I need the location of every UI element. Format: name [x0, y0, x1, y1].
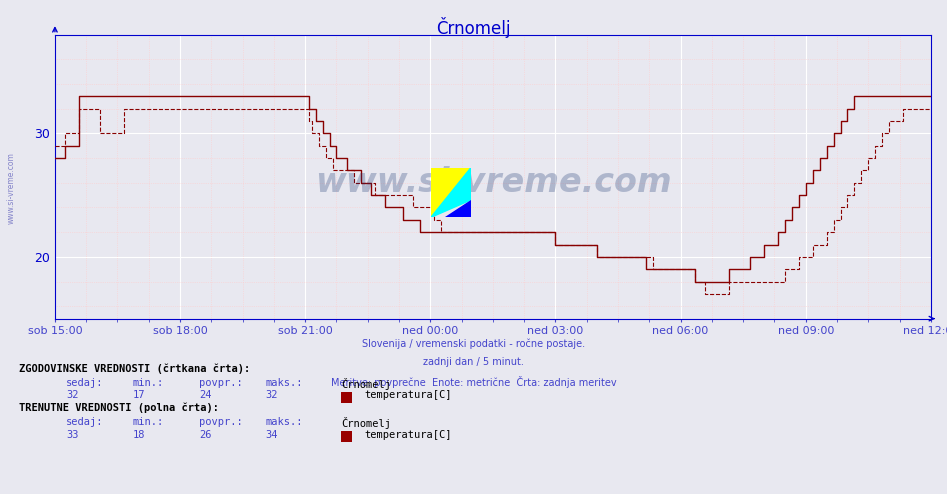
Text: 34: 34 — [265, 430, 277, 440]
Text: Črnomelj: Črnomelj — [341, 378, 391, 390]
Text: maks.:: maks.: — [265, 417, 303, 427]
Text: www.si-vreme.com: www.si-vreme.com — [314, 166, 671, 199]
Text: Meritve: povprečne  Enote: metrične  Črta: zadnja meritev: Meritve: povprečne Enote: metrične Črta:… — [331, 376, 616, 388]
Text: www.si-vreme.com: www.si-vreme.com — [7, 152, 16, 224]
Text: 32: 32 — [265, 390, 277, 400]
Text: ZGODOVINSKE VREDNOSTI (črtkana črta):: ZGODOVINSKE VREDNOSTI (črtkana črta): — [19, 363, 250, 373]
Text: Slovenija / vremenski podatki - ročne postaje.: Slovenija / vremenski podatki - ročne po… — [362, 338, 585, 349]
Text: 24: 24 — [199, 390, 211, 400]
Text: temperatura[C]: temperatura[C] — [365, 430, 452, 440]
Text: 33: 33 — [66, 430, 79, 440]
Polygon shape — [431, 168, 471, 217]
Text: Črnomelj: Črnomelj — [341, 417, 391, 429]
Text: TRENUTNE VREDNOSTI (polna črta):: TRENUTNE VREDNOSTI (polna črta): — [19, 403, 219, 413]
Text: 17: 17 — [133, 390, 145, 400]
Text: 32: 32 — [66, 390, 79, 400]
Text: min.:: min.: — [133, 378, 164, 388]
Text: Črnomelj: Črnomelj — [437, 17, 510, 39]
Text: povpr.:: povpr.: — [199, 417, 242, 427]
Text: sedaj:: sedaj: — [66, 378, 104, 388]
Text: 26: 26 — [199, 430, 211, 440]
Text: sedaj:: sedaj: — [66, 417, 104, 427]
Text: min.:: min.: — [133, 417, 164, 427]
Text: zadnji dan / 5 minut.: zadnji dan / 5 minut. — [423, 357, 524, 367]
Polygon shape — [445, 200, 471, 217]
Polygon shape — [431, 168, 471, 217]
Text: 18: 18 — [133, 430, 145, 440]
Text: povpr.:: povpr.: — [199, 378, 242, 388]
Text: maks.:: maks.: — [265, 378, 303, 388]
Text: temperatura[C]: temperatura[C] — [365, 390, 452, 400]
